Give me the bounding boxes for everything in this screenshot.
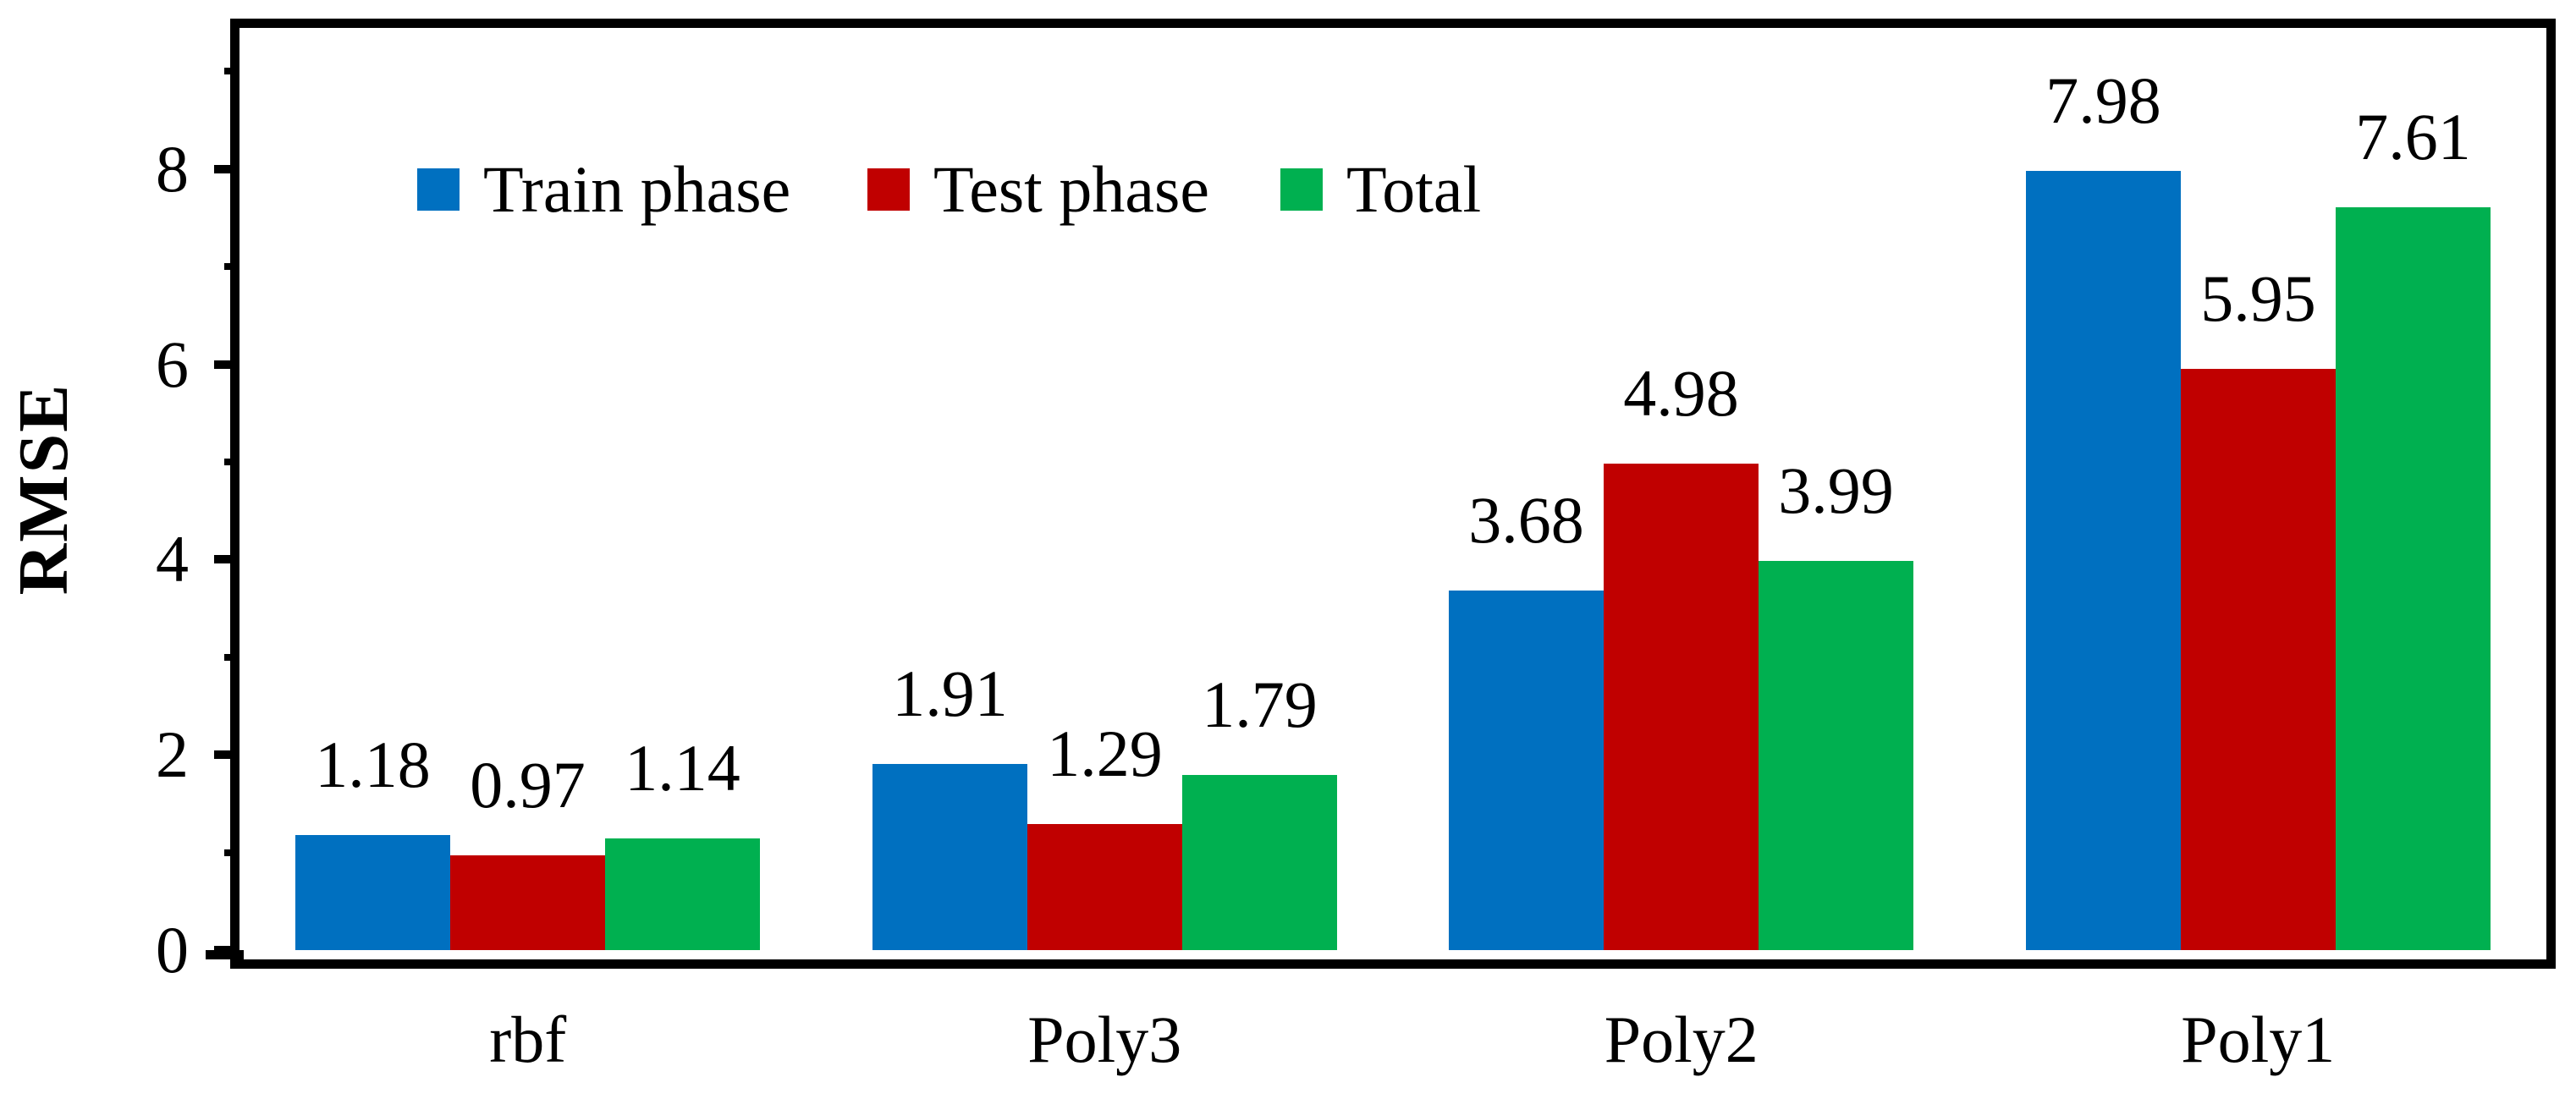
value-label-Poly2-test-phase: 4.98 bbox=[1623, 356, 1739, 430]
bar-Poly2-train-phase bbox=[1449, 591, 1604, 950]
x-axis-line bbox=[206, 950, 244, 959]
legend-label-total: Total bbox=[1346, 152, 1482, 226]
y-tick-label-4: 4 bbox=[156, 522, 189, 596]
legend-item-total: Total bbox=[1280, 157, 1481, 223]
y-axis-title: RMSE bbox=[4, 382, 83, 596]
bar-Poly1-test-phase bbox=[2181, 369, 2336, 950]
value-label-Poly3-total: 1.79 bbox=[1202, 668, 1318, 741]
bar-rbf-test-phase bbox=[450, 855, 605, 950]
bar-Poly1-train-phase bbox=[2026, 171, 2181, 950]
y-minor-tick-3 bbox=[224, 653, 239, 661]
value-label-Poly3-train-phase: 1.91 bbox=[892, 657, 1008, 730]
y-minor-tick-1 bbox=[224, 849, 239, 856]
value-label-Poly1-test-phase: 5.95 bbox=[2200, 261, 2316, 335]
bar-Poly2-test-phase bbox=[1604, 464, 1759, 950]
legend-label-test-phase: Test phase bbox=[933, 152, 1209, 226]
test-phase-swatch bbox=[867, 168, 910, 211]
value-label-rbf-test-phase: 0.97 bbox=[470, 748, 586, 822]
x-tick-label-Poly1: Poly1 bbox=[2181, 1003, 2336, 1076]
value-label-Poly2-total: 3.99 bbox=[1778, 453, 1894, 527]
x-tick-label-Poly2: Poly2 bbox=[1604, 1003, 1759, 1076]
total-swatch bbox=[1280, 168, 1323, 211]
y-tick-label-8: 8 bbox=[156, 131, 189, 206]
y-minor-tick-7 bbox=[224, 263, 239, 271]
bar-Poly3-total bbox=[1182, 775, 1337, 950]
legend-item-test-phase: Test phase bbox=[867, 157, 1209, 223]
bar-rbf-train-phase bbox=[295, 835, 450, 950]
x-tick-label-rbf: rbf bbox=[489, 1003, 567, 1076]
value-label-Poly2-train-phase: 3.68 bbox=[1468, 483, 1584, 557]
y-major-tick-0 bbox=[214, 946, 239, 954]
y-minor-tick-9 bbox=[224, 68, 239, 75]
legend-label-train-phase: Train phase bbox=[483, 152, 791, 226]
y-major-tick-2 bbox=[214, 750, 239, 760]
x-tick-label-Poly3: Poly3 bbox=[1027, 1003, 1182, 1076]
y-tick-label-0: 0 bbox=[156, 913, 189, 986]
legend-item-train-phase: Train phase bbox=[417, 157, 790, 223]
value-label-Poly1-train-phase: 7.98 bbox=[2045, 63, 2161, 137]
bar-Poly2-total bbox=[1759, 561, 1913, 950]
bar-Poly1-total bbox=[2336, 207, 2491, 950]
value-label-rbf-train-phase: 1.18 bbox=[315, 728, 431, 801]
y-major-tick-4 bbox=[214, 555, 239, 564]
value-label-Poly3-test-phase: 1.29 bbox=[1047, 717, 1163, 790]
value-label-rbf-total: 1.14 bbox=[625, 731, 740, 805]
y-major-tick-6 bbox=[214, 360, 239, 369]
bar-Poly3-test-phase bbox=[1027, 824, 1182, 950]
bar-rbf-total bbox=[605, 838, 760, 950]
y-minor-tick-5 bbox=[224, 459, 239, 465]
y-tick-label-6: 6 bbox=[156, 327, 189, 401]
value-label-Poly1-total: 7.61 bbox=[2355, 100, 2471, 173]
y-tick-label-2: 2 bbox=[156, 717, 189, 792]
y-major-tick-8 bbox=[214, 164, 239, 173]
train-phase-swatch bbox=[417, 168, 460, 211]
bar-Poly3-train-phase bbox=[872, 764, 1027, 950]
